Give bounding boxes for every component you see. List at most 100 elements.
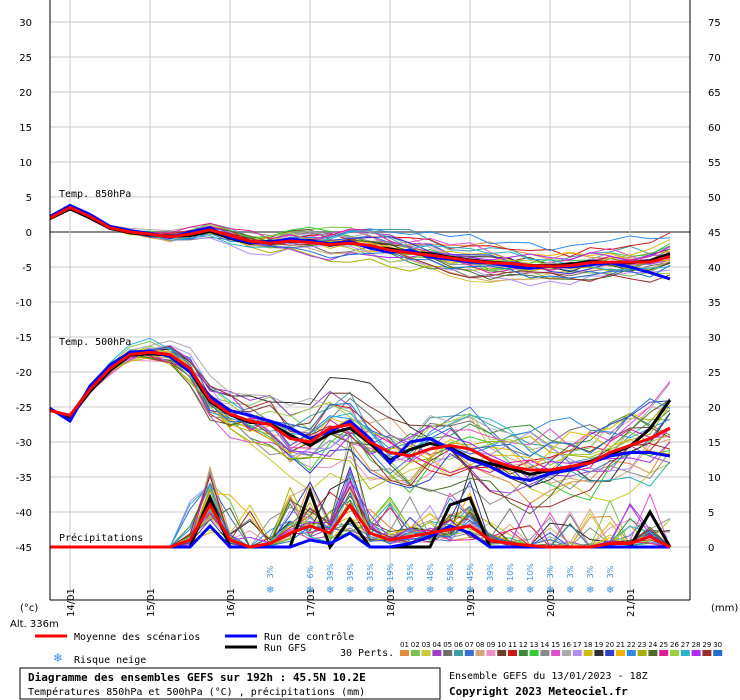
member-legend-number: 01 [400, 641, 409, 649]
member-legend-number: 11 [508, 641, 517, 649]
member-legend-swatch [713, 650, 723, 656]
member-legend-number: 10 [497, 641, 506, 649]
member-legend-swatch [691, 650, 701, 656]
footer-subtitle: Températures 850hPa et 500hPa (°C) , pré… [28, 686, 365, 698]
snow-risk-icon: ❄ [466, 585, 474, 596]
member-legend-number: 08 [476, 641, 485, 649]
right-tick-label: 15 [708, 438, 721, 449]
mean-t850-line [49, 205, 671, 268]
right-tick-label: 25 [708, 368, 721, 379]
member-legend-number: 19 [594, 641, 603, 649]
right-tick-label: 60 [708, 123, 721, 134]
member-legend-swatch [410, 650, 420, 656]
left-tick-label: -35 [16, 473, 32, 484]
member-legend-swatch [626, 650, 636, 656]
member-legend-swatch [400, 650, 409, 656]
date-tick-label: 20/01 [546, 588, 557, 617]
member-legend-swatch [475, 650, 485, 656]
snow-risk-icon: ❄ [526, 585, 534, 596]
right-tick-label: 20 [708, 403, 721, 414]
member-legend-number: 04 [432, 641, 441, 649]
snow-risk-icon: ❄ [486, 585, 494, 596]
t850-section-label: Temp. 850hPa [59, 189, 131, 200]
snow-risk-percent: 58% [446, 563, 455, 581]
member-legend-number: 03 [422, 641, 431, 649]
member-legend-swatch [562, 650, 571, 656]
snow-legend-icon: ❄ [53, 651, 63, 665]
member-legend-number: 17 [573, 641, 582, 649]
legend-snow-label: Risque neige [74, 655, 146, 666]
left-tick-label: -15 [16, 333, 32, 344]
member-legend-swatch [594, 650, 604, 656]
snow-risk-icon: ❄ [546, 585, 554, 596]
main-series-layer [49, 203, 672, 551]
date-tick-label: 19/01 [466, 588, 477, 617]
member-legend-number: 23 [638, 641, 647, 649]
snow-risk-percent: 39% [486, 563, 495, 581]
right-tick-label: 45 [708, 228, 721, 239]
right-tick-label: 70 [708, 53, 721, 64]
right-tick-label: 55 [708, 158, 721, 169]
snow-risk-percent: 3% [566, 565, 575, 578]
left-tick-label: 10 [19, 158, 32, 169]
member-legend-swatch [529, 650, 539, 656]
legend-gfs-label: Run GFS [264, 643, 306, 654]
right-tick-label: 50 [708, 193, 721, 204]
right-tick-label: 5 [708, 508, 714, 519]
left-tick-label: 5 [26, 193, 32, 204]
snow-risk-percent: 19% [386, 563, 395, 581]
member-legend-swatch [497, 650, 507, 656]
snow-risk-percent: 3% [606, 565, 615, 578]
member-09-t500-line [49, 359, 671, 486]
snow-risk-icon: ❄ [386, 585, 394, 596]
date-tick-label: 14/01 [66, 588, 77, 617]
altitude-label: Alt. 336m [10, 619, 59, 630]
member-legend-number: 06 [454, 641, 463, 649]
member-legend-swatch [702, 650, 712, 656]
member-legend-swatch [518, 650, 528, 656]
member-legend-number: 22 [627, 641, 636, 649]
snow-risk-icon: ❄ [446, 585, 454, 596]
member-legend-swatch [443, 650, 453, 656]
snow-risk-icon: ❄ [606, 585, 614, 596]
snow-risk-percent: 39% [326, 563, 335, 581]
precip-section-label: Précipitations [59, 532, 143, 544]
snow-risk-icon: ❄ [326, 585, 334, 596]
member-24-t500-line [49, 353, 671, 515]
snow-risk-percent: 48% [426, 563, 435, 581]
left-tick-label: 20 [19, 88, 32, 99]
member-legend-number: 18 [584, 641, 593, 649]
date-tick-label: 16/01 [226, 588, 237, 617]
snow-risk-percent: 35% [366, 563, 375, 581]
member-legend-number: 09 [486, 641, 495, 649]
date-tick-label: 21/01 [626, 588, 637, 617]
left-tick-label: -10 [16, 298, 32, 309]
snow-risk-percent: 3% [586, 565, 595, 578]
member-legend-number: 15 [551, 641, 560, 649]
member-legend-swatch [486, 650, 496, 656]
member-legend-number: 07 [465, 641, 474, 649]
left-axis-unit: (°c) [20, 603, 38, 614]
member-legend-swatch [432, 650, 442, 656]
right-tick-label: 10 [708, 473, 721, 484]
member-10-t500-line [49, 354, 671, 475]
snow-risk-percent: 45% [466, 563, 475, 581]
snow-risk-percent: 10% [506, 563, 515, 581]
footer-box [19, 667, 441, 700]
right-tick-label: 40 [708, 263, 721, 274]
left-tick-label: 30 [19, 18, 32, 29]
member-legend-number: 12 [519, 641, 528, 649]
snow-risk-icon: ❄ [346, 585, 354, 596]
legend-perts-label: 30 Perts. [340, 648, 394, 659]
legend: Moyenne des scénarios Run de contrôle Ru… [35, 631, 723, 666]
snow-risk-percent: 3% [546, 565, 555, 578]
member-legend-swatch [421, 650, 431, 656]
member-legend-swatch [659, 650, 669, 656]
left-tick-label: -40 [16, 508, 32, 519]
member-legend-number: 16 [562, 641, 571, 649]
date-tick-label: 18/01 [386, 588, 397, 617]
member-legend-number: 24 [648, 641, 657, 649]
left-tick-label: -30 [16, 438, 32, 449]
snow-risk-percent: 10% [526, 563, 535, 581]
member-legend-swatch [454, 650, 463, 656]
